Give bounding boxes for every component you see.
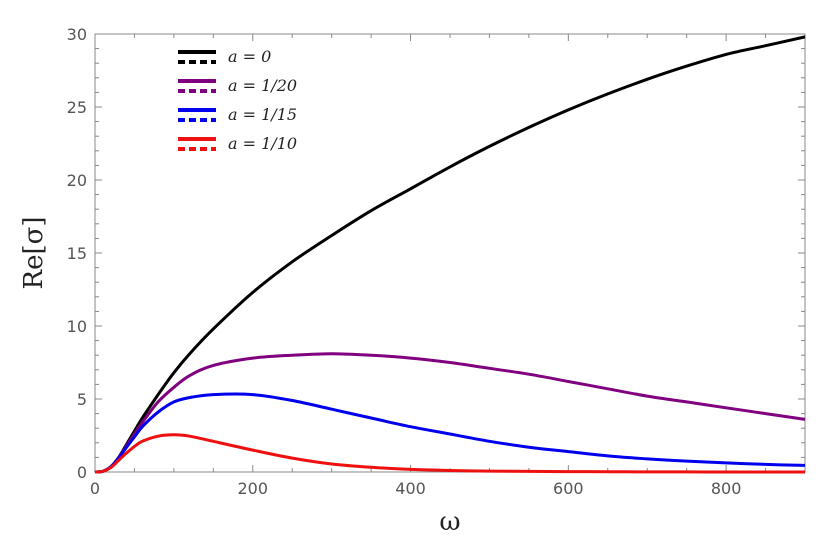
series-dashed-line-3 — [94, 433, 805, 473]
series-line-3 — [94, 433, 805, 474]
series-group — [94, 35, 806, 474]
y-tick-label: 10 — [67, 317, 87, 336]
y-tick-label: 20 — [67, 171, 87, 190]
y-tick-label: 5 — [77, 390, 87, 409]
y-tick-label: 0 — [77, 463, 87, 482]
series-dashed-line-2 — [94, 393, 806, 473]
x-tick-label: 200 — [238, 479, 269, 498]
x-tick-label: 0 — [90, 479, 100, 498]
series-line-1 — [94, 352, 806, 474]
series-dashed-line-0 — [94, 35, 806, 473]
legend-label: a = 1/15 — [228, 105, 297, 124]
axis-tick-labels: 0 200 400 600 800 0 5 10 15 20 25 30 — [67, 25, 742, 498]
series-line-0 — [94, 35, 806, 474]
legend-label: a = 1/10 — [228, 134, 297, 153]
series-line-2 — [94, 392, 806, 474]
y-tick-label: 15 — [67, 244, 87, 263]
y-tick-label: 25 — [67, 98, 87, 117]
y-tick-label: 30 — [67, 25, 87, 44]
plot-frame — [94, 33, 806, 473]
x-tick-label: 600 — [553, 479, 584, 498]
x-tick-label: 800 — [711, 479, 742, 498]
x-tick-label: 400 — [395, 479, 426, 498]
series-dashed-line-1 — [94, 352, 806, 473]
y-axis-title: Re[σ] — [19, 217, 49, 290]
x-axis-title: ω — [439, 507, 460, 537]
legend-label: a = 0 — [228, 47, 271, 66]
legend-label: a = 1/20 — [228, 76, 297, 95]
legend: a = 0 a = 1/20 a = 1/15 a = 1/10 — [178, 47, 297, 153]
axis-ticks — [94, 33, 806, 473]
